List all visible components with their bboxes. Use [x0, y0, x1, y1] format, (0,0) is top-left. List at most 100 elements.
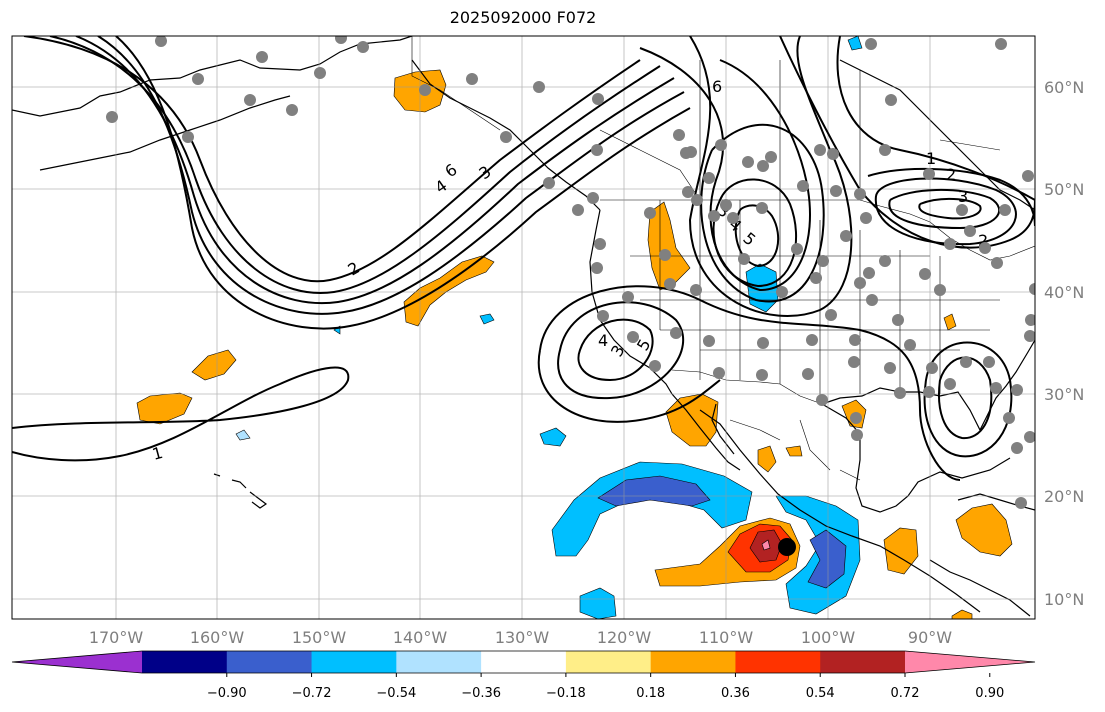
station-dot [756, 369, 768, 381]
station-dot [851, 429, 863, 441]
positive-anomaly-guatemala [883, 527, 919, 575]
contour-high-east-2 [867, 167, 1035, 227]
gulf-of-alaska-coast [411, 59, 601, 211]
station-dot [884, 362, 896, 374]
station-dot [673, 129, 685, 141]
station-dot [670, 327, 682, 339]
contour-3-ne-high [874, 177, 1017, 246]
station-dot [720, 199, 732, 211]
station-dot [1022, 170, 1034, 182]
station-dot [757, 337, 769, 349]
positive-anomaly-sinaloa [757, 445, 777, 473]
map-title: 2025092000 F072 [449, 8, 597, 27]
station-dot [1029, 283, 1035, 295]
station-dot [840, 230, 852, 242]
station-dot [500, 131, 512, 143]
colorbar-segment [311, 651, 397, 673]
station-dot [814, 144, 826, 156]
contour-6-low-outer [639, 47, 811, 292]
station-dot [934, 284, 946, 296]
colorbar-segment [650, 651, 736, 673]
station-dot [885, 94, 897, 106]
station-dot [466, 73, 478, 85]
positive-anomaly-caribbean [955, 503, 1013, 557]
station-dot [979, 242, 991, 254]
negative-anomaly-baja [539, 427, 567, 447]
contour-label: 6 [712, 77, 722, 96]
station-dot [810, 272, 822, 284]
station-dot [756, 202, 768, 214]
contour-1-west-low [539, 285, 961, 481]
station-dot [592, 93, 604, 105]
station-dot [1024, 431, 1035, 443]
station-dot [854, 188, 866, 200]
lat-tick-label: 10°N [1044, 590, 1084, 609]
station-markers [106, 36, 1035, 509]
station-dot [923, 386, 935, 398]
contour-2-low [688, 36, 853, 317]
station-dot [863, 267, 875, 279]
contour-label: 2 [946, 165, 956, 184]
colorbar [11, 650, 1036, 674]
lon-tick-label: 150°W [292, 628, 347, 647]
station-dot [543, 177, 555, 189]
station-dot [816, 394, 828, 406]
station-dot [664, 278, 676, 290]
contour-4-ne-high [888, 188, 1001, 230]
negative-anomaly-canada [847, 36, 863, 51]
colorbar-tick-label: 0.36 [721, 686, 750, 701]
contour-jet-2 [115, 36, 691, 330]
station-dot [419, 84, 431, 96]
contour-1-pacific [12, 366, 350, 462]
station-dot [849, 334, 861, 346]
lat-tick-label: 30°N [1044, 385, 1084, 404]
station-dot [757, 160, 769, 172]
contour-5-low [734, 204, 780, 268]
latitude-ticks: 10°N 20°N 30°N 40°N 50°N 60°N [1044, 78, 1084, 609]
station-dot [192, 73, 204, 85]
station-dot [1025, 314, 1035, 326]
lon-tick-label: 130°W [495, 628, 550, 647]
colorbar-outline [11, 650, 1036, 674]
negative-anomaly-small-pacific [479, 313, 495, 325]
alaska-peninsula-coast [12, 36, 413, 117]
positive-anomaly-gulf-california [665, 393, 719, 447]
colorbar-tick-label: 0.18 [636, 686, 665, 701]
coastlines [12, 36, 1035, 617]
us-west-coast [589, 209, 673, 395]
station-dot [659, 249, 671, 261]
negative-anomaly-south-tail [579, 587, 617, 619]
station-dot [256, 51, 268, 63]
colorbar-tick-label: −0.18 [546, 686, 586, 701]
station-dot [587, 192, 599, 204]
station-dot [983, 356, 995, 368]
station-dot [594, 238, 606, 250]
station-dot [879, 255, 891, 267]
station-dot [919, 268, 931, 280]
political-borders [411, 36, 1035, 481]
station-dot [999, 204, 1011, 216]
positive-anomaly-central-pacific [403, 255, 495, 327]
station-dot [866, 294, 878, 306]
station-dot [894, 387, 906, 399]
longitude-ticks: 170°W 160°W 150°W 140°W 130°W 120°W 110°… [89, 628, 952, 647]
station-dot [182, 131, 194, 143]
station-dot [591, 262, 603, 274]
colorbar-segment [735, 651, 821, 673]
station-dot [817, 255, 829, 267]
station-dot [106, 111, 118, 123]
storm-center-marker [778, 538, 796, 556]
colorbar-segment [396, 651, 482, 673]
station-dot [1003, 412, 1015, 424]
baja-california [671, 393, 741, 471]
colorbar-segment [226, 651, 313, 673]
station-dot [244, 94, 256, 106]
lat-tick-label: 50°N [1044, 180, 1084, 199]
colorbar-tick-label: −0.72 [292, 686, 332, 701]
station-dot [923, 168, 935, 180]
colorbar-labels: −0.90 −0.72 −0.54 −0.36 −0.18 0.18 0.36 0.54 0.7… [207, 673, 1004, 701]
negative-anomaly-hawaii-north [235, 429, 251, 441]
colorbar-segment [820, 651, 906, 673]
station-dot [1011, 442, 1023, 454]
